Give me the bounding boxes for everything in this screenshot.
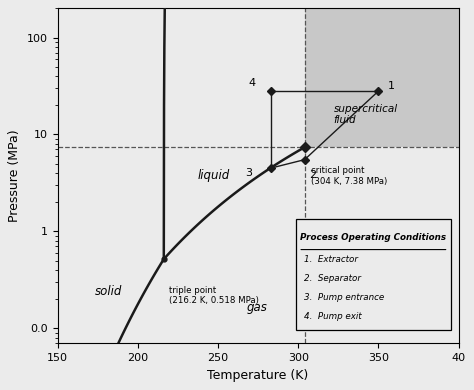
Text: 3: 3 <box>245 168 252 179</box>
Text: 4: 4 <box>248 78 255 89</box>
Bar <box>305 8 459 147</box>
Text: 3.  Pump entrance: 3. Pump entrance <box>304 293 384 302</box>
Text: critical point
(304 K, 7.38 MPa): critical point (304 K, 7.38 MPa) <box>311 167 387 186</box>
Text: triple point
(216.2 K, 0.518 MPa): triple point (216.2 K, 0.518 MPa) <box>169 286 258 305</box>
Text: 1: 1 <box>388 81 395 91</box>
Text: 2.  Separator: 2. Separator <box>304 274 361 283</box>
Text: Process Operating Conditions: Process Operating Conditions <box>301 233 447 242</box>
Text: 1.  Extractor: 1. Extractor <box>304 255 358 264</box>
Text: gas: gas <box>247 301 268 314</box>
Text: 4.  Pump exit: 4. Pump exit <box>304 312 362 321</box>
Y-axis label: Pressure (MPa): Pressure (MPa) <box>9 129 21 222</box>
Text: solid: solid <box>94 285 122 298</box>
Text: 2: 2 <box>310 170 317 180</box>
Text: supercritical
fluid: supercritical fluid <box>334 104 398 126</box>
FancyBboxPatch shape <box>296 220 451 330</box>
Text: liquid: liquid <box>197 168 229 182</box>
X-axis label: Temperature (K): Temperature (K) <box>208 369 309 382</box>
